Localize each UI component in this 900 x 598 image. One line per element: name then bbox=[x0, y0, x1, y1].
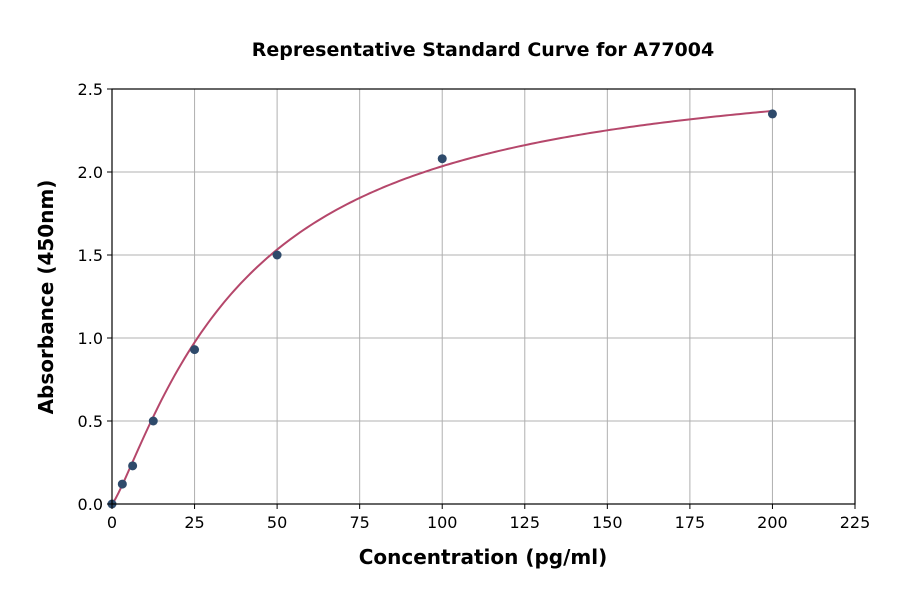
data-point bbox=[128, 461, 138, 471]
y-axis-label: Absorbance (450nm) bbox=[34, 180, 58, 415]
x-tick-label: 75 bbox=[349, 513, 369, 532]
y-tick-label: 1.5 bbox=[78, 246, 103, 265]
chart-title: Representative Standard Curve for A77004 bbox=[252, 39, 714, 61]
x-tick-label: 175 bbox=[675, 513, 706, 532]
x-tick-label: 150 bbox=[592, 513, 623, 532]
y-tick-label: 0.5 bbox=[78, 412, 103, 431]
data-point bbox=[117, 479, 127, 489]
x-tick-label: 225 bbox=[840, 513, 871, 532]
x-tick-label: 125 bbox=[510, 513, 541, 532]
data-point bbox=[272, 250, 282, 260]
y-tick-label: 2.5 bbox=[78, 80, 103, 99]
data-point bbox=[767, 109, 777, 119]
fit-curve bbox=[111, 109, 773, 505]
data-point bbox=[190, 345, 200, 355]
fit-curve-group bbox=[111, 109, 773, 505]
data-point bbox=[437, 154, 447, 164]
data-point bbox=[148, 416, 158, 426]
y-tick-label: 2.0 bbox=[78, 163, 103, 182]
grid bbox=[111, 88, 856, 505]
y-axis-ticks: 0.0 0.5 1.0 1.5 2.0 2.5 bbox=[78, 80, 112, 514]
y-tick-label: 0.0 bbox=[78, 495, 103, 514]
x-axis-label: Concentration (pg/ml) bbox=[359, 545, 608, 569]
y-tick-label: 1.0 bbox=[78, 329, 103, 348]
x-tick-label: 100 bbox=[427, 513, 458, 532]
x-tick-label: 0 bbox=[107, 513, 117, 532]
data-points bbox=[107, 109, 777, 509]
plot-frame bbox=[111, 88, 856, 505]
x-axis-ticks: 0 25 50 75 100 125 150 175 200 225 bbox=[107, 504, 870, 532]
x-tick-label: 50 bbox=[267, 513, 287, 532]
x-tick-label: 25 bbox=[184, 513, 204, 532]
x-tick-label: 200 bbox=[757, 513, 788, 532]
